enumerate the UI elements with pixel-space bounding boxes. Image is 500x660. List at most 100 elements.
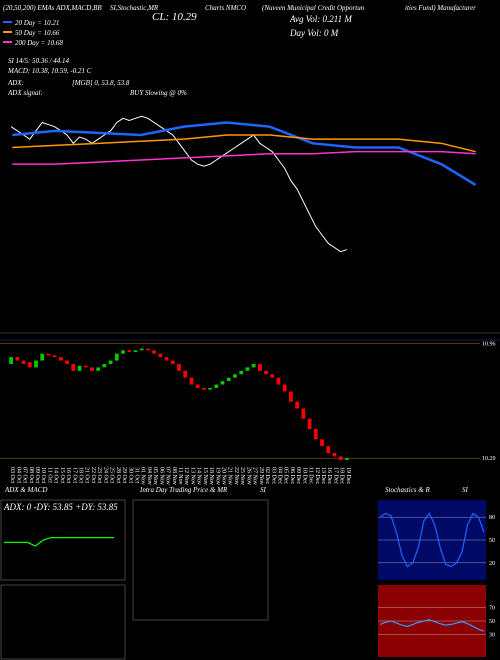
ema-line bbox=[12, 121, 477, 187]
x-tick-label: 04 Oct bbox=[15, 467, 21, 483]
candle bbox=[295, 401, 300, 409]
x-tick-label: 24 Oct bbox=[102, 467, 108, 483]
x-tick-label: 15 Nov bbox=[202, 467, 208, 485]
candle bbox=[245, 367, 250, 371]
legend-label: 200 Day = 10.68 bbox=[15, 39, 63, 47]
candle bbox=[21, 360, 26, 364]
x-tick-label: 25 Oct bbox=[109, 467, 115, 483]
x-tick-label: 19 Dec bbox=[345, 467, 351, 484]
candle bbox=[9, 357, 13, 364]
candle bbox=[257, 363, 262, 371]
x-tick-label: 31 Oct bbox=[133, 467, 139, 483]
x-tick-label: 29 Oct bbox=[121, 467, 127, 483]
adx-panel bbox=[0, 499, 126, 581]
candle bbox=[183, 370, 188, 378]
stoch-line bbox=[379, 512, 485, 568]
candle bbox=[276, 377, 281, 385]
x-tick-label: 11 Nov bbox=[177, 467, 183, 485]
name: ities Fund) Manufacturer bbox=[405, 4, 476, 12]
macd-panel bbox=[0, 584, 126, 660]
x-tick-label: 06 Dec bbox=[289, 467, 295, 484]
x-tick-label: 06 Nov bbox=[158, 467, 164, 485]
ema-line bbox=[12, 150, 476, 165]
x-tick-label: 30 Oct bbox=[127, 467, 133, 483]
candle bbox=[233, 374, 237, 378]
x-tick-label: 25 Nov bbox=[239, 467, 245, 485]
candle bbox=[146, 348, 150, 351]
candle bbox=[289, 391, 293, 402]
x-tick-label: 22 Oct bbox=[90, 467, 96, 483]
candle bbox=[239, 370, 244, 375]
candle bbox=[332, 453, 337, 457]
x-tick-label: 08 Oct bbox=[28, 467, 34, 483]
y-tick-label: 10.29 bbox=[482, 456, 496, 462]
adx-signal: ADX signal: bbox=[7, 89, 43, 97]
candle bbox=[226, 377, 231, 382]
price-line bbox=[10, 115, 348, 253]
y-tick-label: 70 bbox=[489, 605, 495, 611]
macd: MACD: 10.38, 10.59, -0.21 C bbox=[7, 67, 92, 75]
x-tick-label: 28 Oct bbox=[115, 467, 121, 483]
candle bbox=[27, 362, 32, 368]
signal: BUY Slowing @ 0% bbox=[130, 89, 187, 97]
x-tick-label: 27 Nov bbox=[252, 467, 258, 485]
x-tick-label: 18 Oct bbox=[78, 467, 84, 483]
x-tick-label: 16 Oct bbox=[65, 467, 71, 483]
x-tick-label: 11 Dec bbox=[308, 467, 314, 484]
candle bbox=[345, 458, 349, 460]
x-tick-label: 10 Dec bbox=[301, 467, 307, 484]
x-tick-label: 15 Oct bbox=[59, 467, 65, 483]
legend-label: 20 Day = 10.21 bbox=[15, 19, 59, 27]
panel-title: Stochastics & R bbox=[385, 486, 430, 494]
candle bbox=[114, 353, 119, 361]
x-tick-label: 20 Nov bbox=[221, 467, 227, 485]
adx: ADX: bbox=[7, 79, 24, 87]
candle bbox=[71, 363, 76, 371]
legend-label: 50 Day = 10.66 bbox=[15, 29, 60, 37]
x-tick-label: 09 Oct bbox=[34, 467, 40, 483]
intraday-panel bbox=[132, 499, 269, 621]
mgb: [MGB] 0, 53.8, 53.8 bbox=[72, 79, 130, 87]
candle bbox=[307, 418, 312, 430]
candle bbox=[189, 377, 194, 385]
candle bbox=[164, 357, 169, 361]
x-tick-label: 18 Dec bbox=[339, 467, 345, 484]
x-tick-label: 19 Nov bbox=[214, 467, 220, 485]
adx-line bbox=[4, 537, 114, 547]
studies: (20,50,200) EMAs ADX,MACD,BB bbox=[3, 4, 102, 12]
x-tick-label: 04 Dec bbox=[276, 467, 282, 484]
candle bbox=[208, 387, 212, 390]
x-tick-label: 23 Oct bbox=[96, 467, 102, 483]
x-tick-label: 07 Oct bbox=[22, 467, 28, 483]
x-tick-label: 17 Dec bbox=[332, 467, 338, 484]
avg-vol: Avg Vol: 0.211 M bbox=[289, 14, 352, 24]
candle bbox=[158, 353, 163, 358]
symbol: Charts NMCO bbox=[205, 4, 246, 12]
candle bbox=[121, 350, 125, 354]
x-tick-label: 16 Dec bbox=[326, 467, 332, 484]
candle bbox=[152, 350, 156, 354]
candle bbox=[34, 360, 38, 368]
adx-text: ADX: 0 -DY: 53.85 +DY: 53.85 bbox=[3, 502, 118, 512]
candle bbox=[313, 429, 318, 440]
candle bbox=[15, 357, 20, 361]
x-tick-label: 07 Nov bbox=[165, 467, 171, 485]
x-tick-label: 12 Dec bbox=[314, 467, 320, 484]
candle bbox=[40, 353, 45, 361]
panel-title: ADX & MACD bbox=[4, 486, 47, 494]
panel-title: Intra Day Trading Price & MR bbox=[139, 486, 228, 494]
candle bbox=[214, 384, 219, 388]
candle bbox=[108, 360, 113, 364]
candle bbox=[202, 387, 206, 390]
x-tick-label: 10 Oct bbox=[40, 467, 46, 483]
rsi: SI 14/5: 50.36 / 44.14 bbox=[8, 57, 70, 65]
y-tick-label: 10.96 bbox=[482, 341, 496, 347]
x-tick-label: 08 Nov bbox=[171, 467, 177, 485]
day-vol: Day Vol: 0 M bbox=[289, 28, 339, 38]
candle bbox=[46, 353, 51, 356]
y-tick-label: 50 bbox=[489, 619, 495, 625]
y-tick-label: 50 bbox=[489, 538, 495, 544]
x-tick-label: 18 Nov bbox=[208, 467, 214, 485]
y-tick-label: 80 bbox=[489, 515, 495, 521]
